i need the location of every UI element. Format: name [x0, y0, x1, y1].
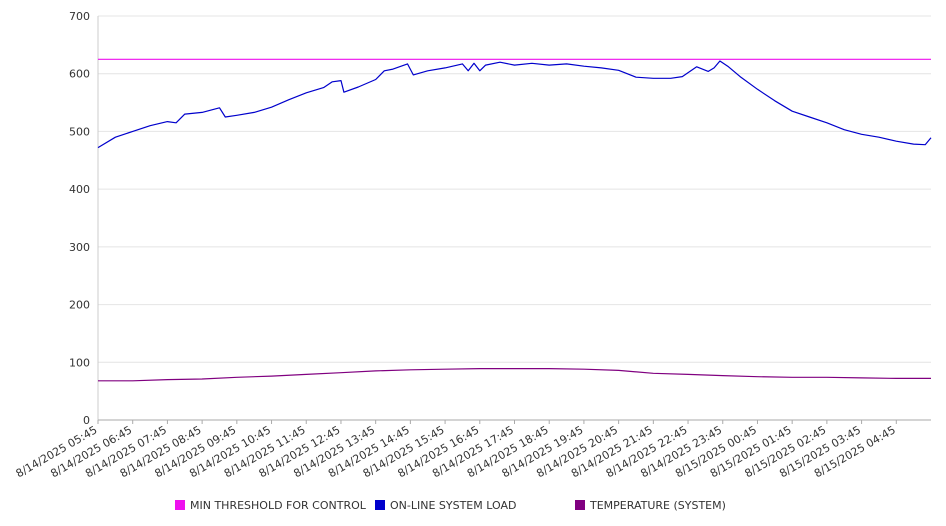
- y-tick-label: 600: [69, 68, 90, 81]
- legend-swatch: [175, 500, 185, 510]
- y-tick-label: 0: [83, 414, 90, 427]
- legend-swatch: [575, 500, 585, 510]
- y-tick-label: 100: [69, 356, 90, 369]
- y-tick-label: 300: [69, 241, 90, 254]
- y-tick-label: 400: [69, 183, 90, 196]
- y-tick-label: 500: [69, 125, 90, 138]
- legend-label: TEMPERATURE (SYSTEM): [589, 499, 726, 512]
- y-tick-label: 700: [69, 10, 90, 23]
- series-line-3: [98, 368, 931, 382]
- legend-label: MIN THRESHOLD FOR CONTROL: [190, 499, 367, 512]
- legend-label: ON-LINE SYSTEM LOAD: [390, 499, 516, 512]
- y-tick-label: 200: [69, 299, 90, 312]
- legend-swatch: [375, 500, 385, 510]
- series-line-2: [97, 60, 932, 149]
